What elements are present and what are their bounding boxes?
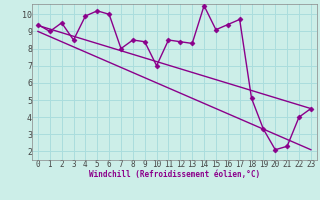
X-axis label: Windchill (Refroidissement éolien,°C): Windchill (Refroidissement éolien,°C) [89, 170, 260, 179]
